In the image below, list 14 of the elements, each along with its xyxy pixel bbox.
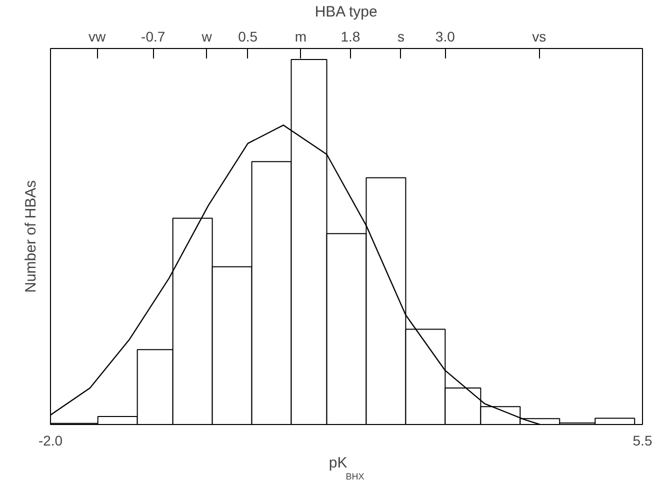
x-tick-label: 5.5 bbox=[632, 432, 652, 448]
x-axis-title: pKBHX bbox=[328, 454, 364, 482]
x2-tick-label: 3.0 bbox=[435, 28, 456, 44]
x2-tick-label: m bbox=[294, 28, 307, 44]
x2-tick-label: 0.5 bbox=[238, 28, 258, 44]
y-axis-title: Number of HBAs bbox=[22, 180, 40, 293]
x2-tick-label: vs bbox=[532, 28, 546, 44]
x2-tick-label: w bbox=[200, 28, 213, 44]
x2-tick-label: -0.7 bbox=[141, 28, 166, 44]
x2-tick-label: 1.8 bbox=[340, 28, 360, 44]
x-tick-label: -2.0 bbox=[38, 432, 63, 448]
x2-tick-label: s bbox=[397, 28, 404, 44]
x2-axis-title: HBA type bbox=[314, 4, 378, 20]
x2-tick-label: vw bbox=[88, 28, 107, 44]
